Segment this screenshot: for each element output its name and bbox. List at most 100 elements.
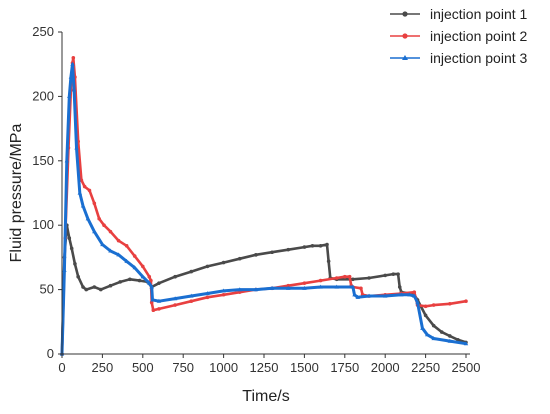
x-axis-ticks: 0 250 500 750 1000 1250 1500 1750 2000 2250 2500	[58, 354, 480, 375]
data-point	[286, 285, 291, 290]
data-point	[189, 299, 194, 303]
data-point	[67, 94, 72, 98]
data-point	[69, 246, 74, 251]
data-point	[221, 288, 226, 293]
data-point	[456, 338, 460, 342]
data-point	[253, 287, 259, 292]
data-point	[124, 244, 129, 248]
data-point	[221, 260, 226, 265]
data-point	[415, 300, 420, 305]
data-point	[81, 285, 85, 289]
data-point	[412, 293, 417, 298]
legend-marker	[402, 55, 408, 60]
data-point	[425, 332, 430, 337]
data-point	[62, 267, 67, 272]
legend-marker	[402, 33, 408, 39]
data-point	[447, 338, 453, 343]
series-injection-point-3	[59, 61, 469, 356]
data-point	[448, 334, 452, 338]
data-point	[412, 290, 417, 294]
series-injection-point-2	[60, 55, 468, 356]
data-point	[318, 244, 323, 248]
data-point	[97, 216, 101, 221]
data-point	[347, 274, 352, 279]
data-point	[92, 201, 97, 206]
data-point	[132, 265, 137, 270]
legend-label: injection point 1	[430, 6, 528, 22]
data-point	[108, 283, 113, 288]
data-point	[68, 74, 74, 79]
data-point	[334, 276, 339, 280]
y-tick-label: 50	[40, 282, 54, 297]
data-point	[172, 296, 178, 301]
data-point	[383, 293, 388, 298]
x-tick-label: 1500	[290, 360, 319, 375]
data-point	[147, 280, 152, 285]
data-point	[399, 292, 404, 297]
data-point	[189, 293, 194, 298]
data-point	[325, 242, 329, 247]
data-point	[80, 203, 86, 208]
data-point	[397, 285, 402, 289]
x-tick-label: 500	[132, 360, 154, 375]
x-tick-label: 2250	[411, 360, 440, 375]
data-point	[71, 87, 77, 92]
data-point	[100, 242, 105, 247]
x-axis-title: Time/s	[242, 388, 289, 405]
data-point	[102, 223, 106, 227]
data-point	[149, 278, 153, 283]
legend-marker	[402, 11, 408, 17]
data-point	[221, 292, 226, 297]
axes	[61, 32, 470, 355]
data-point	[132, 254, 137, 258]
data-point	[334, 284, 339, 289]
data-point	[82, 184, 87, 189]
data-point	[431, 303, 436, 307]
x-tick-label: 1000	[209, 360, 238, 375]
data-point	[74, 145, 79, 150]
data-point	[92, 229, 97, 234]
data-point	[318, 284, 323, 289]
data-point	[116, 238, 121, 243]
data-point	[137, 278, 142, 283]
data-point	[205, 291, 210, 296]
data-point	[350, 284, 356, 289]
data-point	[310, 244, 315, 248]
data-point	[237, 287, 242, 292]
data-point	[141, 264, 145, 269]
legend-label: injection point 2	[430, 28, 528, 44]
series-line	[60, 62, 467, 355]
data-point	[79, 178, 84, 182]
data-point	[76, 274, 80, 279]
data-point	[84, 287, 89, 292]
data-point	[302, 245, 307, 249]
data-point	[383, 273, 388, 278]
x-tick-label: 250	[92, 360, 114, 375]
y-axis-title: Fluid pressure/MPa	[8, 124, 25, 263]
data-point	[318, 278, 323, 283]
data-point	[73, 262, 77, 266]
data-point	[367, 276, 371, 280]
data-point	[151, 308, 156, 313]
data-point	[124, 258, 129, 263]
data-point	[464, 299, 468, 303]
data-point	[128, 277, 132, 282]
legend: injection point 1 injection point 2 inject…	[390, 6, 528, 66]
x-tick-label: 1750	[330, 360, 359, 375]
x-tick-label: 0	[58, 360, 65, 375]
legend-item-3: injection point 3	[390, 50, 528, 66]
data-point	[108, 248, 113, 253]
data-point	[302, 281, 307, 285]
data-point	[157, 281, 161, 285]
data-point	[205, 295, 210, 300]
data-point	[71, 55, 76, 60]
data-point	[463, 341, 469, 346]
data-point	[173, 303, 177, 307]
data-point	[237, 290, 242, 294]
data-point	[431, 323, 436, 328]
series-lines	[59, 55, 469, 356]
data-point	[92, 285, 97, 289]
data-point	[391, 272, 396, 276]
data-point	[149, 284, 154, 289]
